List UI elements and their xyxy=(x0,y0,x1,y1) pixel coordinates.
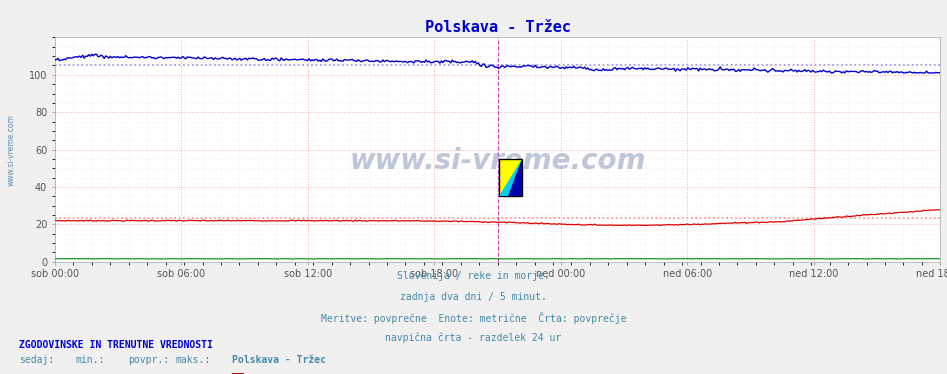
Text: navpična črta - razdelek 24 ur: navpična črta - razdelek 24 ur xyxy=(385,333,562,343)
Text: Slovenija / reke in morje.: Slovenija / reke in morje. xyxy=(397,271,550,281)
Text: zadnja dva dni / 5 minut.: zadnja dva dni / 5 minut. xyxy=(400,292,547,302)
Polygon shape xyxy=(499,159,522,196)
Text: ZGODOVINSKE IN TRENUTNE VREDNOSTI: ZGODOVINSKE IN TRENUTNE VREDNOSTI xyxy=(19,340,213,350)
Text: www.si-vreme.com: www.si-vreme.com xyxy=(349,147,646,175)
Text: maks.:: maks.: xyxy=(175,355,210,365)
Text: Polskava - Tržec: Polskava - Tržec xyxy=(232,355,326,365)
Text: min.:: min.: xyxy=(76,355,105,365)
Title: Polskava - Tržec: Polskava - Tržec xyxy=(424,20,571,35)
Text: Meritve: povprečne  Enote: metrične  Črta: povprečje: Meritve: povprečne Enote: metrične Črta:… xyxy=(321,312,626,324)
FancyBboxPatch shape xyxy=(499,159,522,196)
Polygon shape xyxy=(509,159,522,196)
Text: www.si-vreme.com: www.si-vreme.com xyxy=(7,114,16,186)
Text: povpr.:: povpr.: xyxy=(128,355,169,365)
Text: sedaj:: sedaj: xyxy=(19,355,54,365)
